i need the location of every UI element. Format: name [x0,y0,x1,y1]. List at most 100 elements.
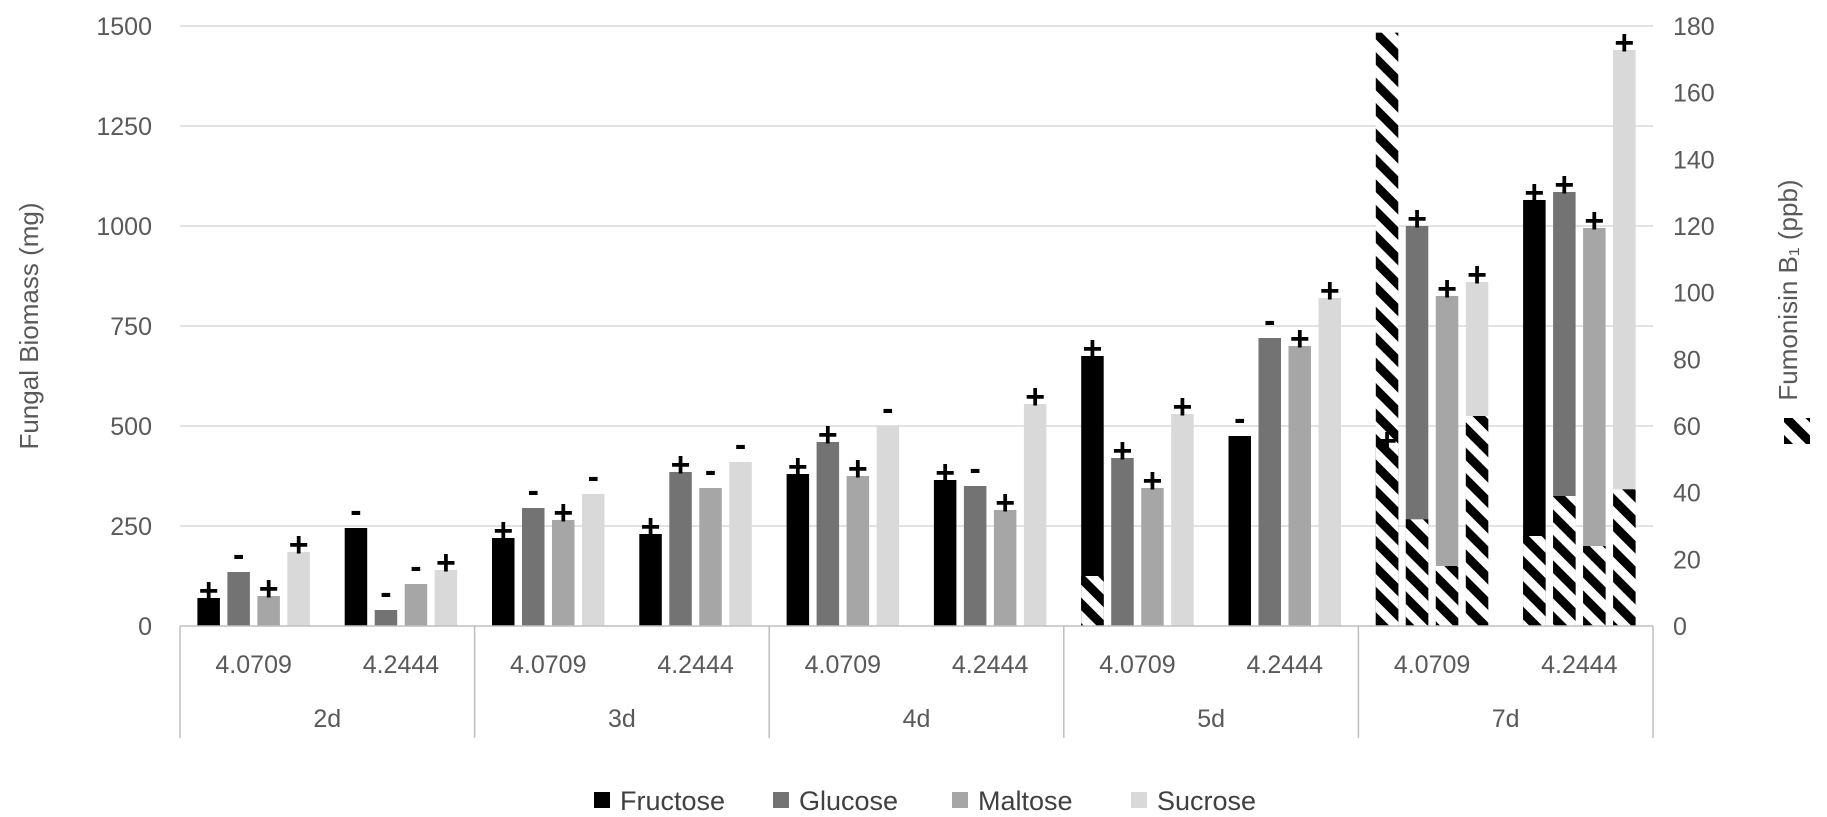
plus-sign: + [641,508,661,546]
plus-sign: + [199,572,219,610]
y2-tick-label: 140 [1673,146,1715,174]
bar-fructose [344,528,368,626]
x-group-label: 7d [1492,705,1520,733]
minus-sign: - [350,492,361,530]
minus-sign: - [233,536,244,574]
bar-maltose [1141,488,1164,626]
minus-sign: - [588,458,599,496]
plus-sign: + [1173,388,1193,426]
y-tick-label: 1000 [96,213,152,241]
plus-sign: + [1614,24,1634,62]
bar-fructose [197,598,220,626]
plus-sign: + [1407,200,1427,238]
plus-sign: + [1290,320,1310,358]
fumonisin-bar [1613,489,1636,626]
legend-label-maltose: Maltose [978,786,1073,816]
plus-sign: + [1083,330,1103,368]
fumonisin-bar [1553,496,1576,626]
plus-sign: + [1584,202,1604,240]
bar-sucrose [287,552,310,626]
bar-sucrose [582,494,605,626]
axes: 0 250 500 750 1000 1250 1500 0 20 40 60 80 100 120 140… [14,13,1810,738]
minus-sign: - [1234,400,1245,438]
plus-sign: + [1437,270,1457,308]
y2-axis-hatch-swatch [1784,418,1810,444]
y-tick-label: 1250 [96,113,152,141]
bar-fructose [1228,436,1251,626]
plus-sign: + [1320,272,1340,310]
bar-fructose [1523,200,1546,626]
y-tick-label: 250 [110,513,152,541]
y-tick-label: 1500 [96,13,152,41]
bar-sucrose [434,570,458,626]
y-axis-title: Fungal Biomass (mg) [14,202,44,449]
plus-sign: + [1025,378,1045,416]
y-tick-label: 750 [110,313,152,341]
y2-tick-label: 40 [1673,480,1701,508]
bar-maltose [257,596,280,626]
bar-sucrose [1023,404,1047,626]
legend-swatch-fructose [594,792,610,808]
legend-label-glucose: Glucose [799,786,898,816]
y2-tick-label: 0 [1673,613,1687,641]
plus-sign: + [995,484,1015,522]
plus-sign: + [1113,432,1133,470]
bar-sucrose [876,426,900,626]
x-tick-label: 4.2444 [952,651,1029,679]
y2-tick-label: 20 [1673,546,1701,574]
gridlines [180,25,1653,527]
y-tick-label: 0 [138,613,152,641]
bar-maltose [846,476,870,626]
plus-sign: + [671,446,691,484]
bar-fructose [639,534,662,626]
bar-glucose [522,508,545,626]
plus-sign: + [1524,174,1544,212]
minus-sign: - [380,574,391,612]
legend-swatch-sucrose [1131,792,1147,808]
minus-sign: - [410,548,421,586]
bar-fructose [933,480,957,626]
bar-maltose [1583,228,1606,626]
bar-sucrose [1613,50,1636,626]
fumonisin-bar [1583,546,1606,626]
legend-label-fructose: Fructose [620,786,725,816]
legend: Fructose Glucose Maltose Sucrose [594,786,1256,816]
x-tick-label: 4.2444 [657,651,734,679]
bar-maltose [1435,296,1459,626]
plus-sign: + [259,570,279,608]
bar-fructose [786,474,810,626]
fumonisin-bar [1435,566,1459,626]
plus-sign: + [848,450,868,488]
bar-glucose [963,486,987,626]
y2-tick-label: 60 [1673,413,1701,441]
fumonisin-bar [1375,32,1399,626]
plus-sign: + [1467,256,1487,294]
bar-maltose [552,520,575,626]
bar-glucose [816,442,840,626]
plus-sign: + [1554,166,1574,204]
x-group-label: 4d [903,705,931,733]
y2-tick-label: 120 [1673,213,1715,241]
x-tick-label: 4.0709 [510,651,586,679]
x-group-label: 2d [313,705,341,733]
y2-tick-label: 100 [1673,280,1715,308]
x-tick-label: 4.0709 [805,651,881,679]
bar-sucrose [1318,298,1341,626]
fumonisin-bar [1523,536,1546,626]
x-tick-label: 4.0709 [215,651,291,679]
x-tick-label: 4.0709 [1394,651,1470,679]
x-group-label: 5d [1197,705,1225,733]
fumonisin-bar [1081,576,1104,626]
bar-glucose [1111,458,1134,626]
bar-maltose [993,510,1017,626]
y2-tick-label: 160 [1673,80,1715,108]
fumonisin-bar [1465,416,1489,626]
fumonisin-bars [1081,32,1636,626]
minus-sign: - [528,472,539,510]
y2-axis-title: Fumonisin B₁ (ppb) [1773,179,1803,400]
bar-maltose [1288,346,1311,626]
bar-maltose [699,488,722,626]
plus-sign: + [553,494,573,532]
bar-fructose [492,538,515,626]
